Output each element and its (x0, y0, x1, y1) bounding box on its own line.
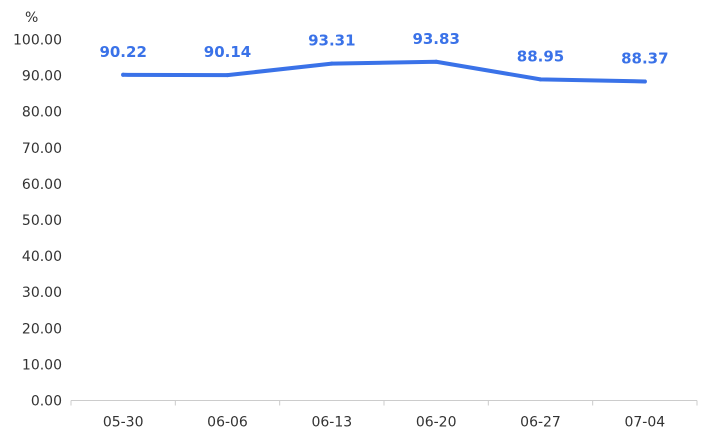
x-tick-label: 06-27 (520, 415, 561, 431)
y-tick-label: 50.00 (22, 213, 62, 229)
y-tick-label: 70.00 (22, 141, 62, 157)
data-point (225, 73, 230, 78)
data-label: 90.22 (99, 43, 146, 61)
drop-lines (122, 61, 646, 381)
y-tick-label: 10.00 (22, 357, 62, 373)
y-tick-label: 60.00 (22, 177, 62, 193)
y-axis: 0.00 10.00 20.00 30.00 40.00 50.00 60.00 70.00 8… (13, 33, 62, 410)
y-tick-label: 30.00 (22, 285, 62, 301)
data-point (434, 59, 439, 64)
data-point (329, 61, 334, 66)
x-tick-label: 06-20 (416, 415, 457, 431)
y-tick-label: 20.00 (22, 321, 62, 337)
x-tick-label: 06-06 (207, 415, 248, 431)
x-tick-label: 06-13 (311, 415, 352, 431)
line-series (121, 59, 647, 84)
y-tick-label: 40.00 (22, 249, 62, 265)
y-tick-label: 90.00 (22, 69, 62, 85)
data-labels: 90.22 90.14 93.31 93.83 88.95 88.37 (99, 30, 668, 68)
data-label: 90.14 (204, 43, 251, 61)
data-point (642, 79, 647, 84)
series-line (121, 59, 647, 84)
y-tick-label: 80.00 (22, 105, 62, 121)
x-tick-label: 07-04 (624, 415, 665, 431)
data-point (121, 72, 126, 77)
data-label: 88.95 (517, 47, 564, 65)
y-tick-label: 0.00 (31, 394, 62, 410)
data-point (538, 77, 543, 82)
y-tick-label: 100.00 (13, 33, 62, 49)
data-label: 88.37 (621, 49, 668, 67)
data-label: 93.83 (412, 30, 459, 48)
data-label: 93.31 (308, 32, 355, 50)
y-axis-unit-label: % (25, 10, 38, 26)
x-tick-label: 05-30 (103, 415, 144, 431)
x-axis: 05-30 06-06 06-13 06-20 06-27 07-04 (70, 400, 698, 431)
